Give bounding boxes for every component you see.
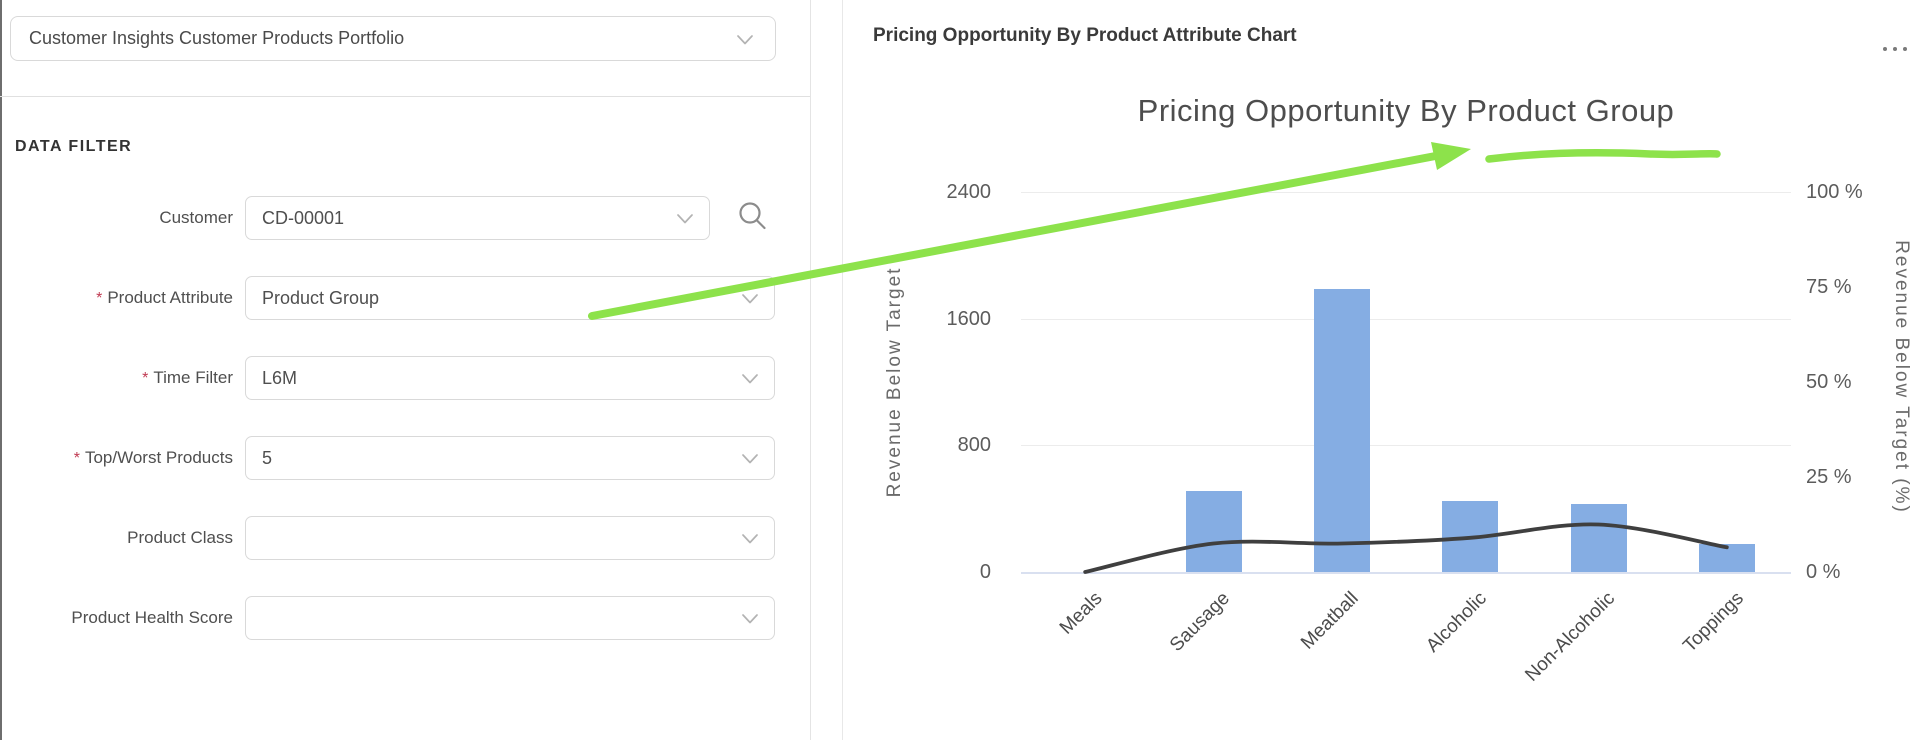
chart-panel: Pricing Opportunity By Product Attribute… — [842, 0, 1930, 740]
left-axis-tick: 0 — [979, 561, 991, 583]
bar-alcoholic[interactable] — [1442, 500, 1499, 572]
chevron-down-icon — [737, 35, 753, 45]
ellipsis-dot — [1893, 47, 1897, 51]
right-axis-tick: 25 % — [1806, 466, 1852, 488]
filter-row-customer: Customer CD-00001 — [0, 196, 810, 240]
left-axis-tick: 1600 — [946, 307, 992, 330]
field-value: CD-00001 — [262, 208, 345, 228]
category-label-sausage: Sausage — [1166, 588, 1235, 656]
field-label: * Product Attribute — [0, 276, 233, 321]
search-icon[interactable] — [736, 200, 770, 234]
gridline — [1021, 445, 1791, 447]
right-axis-tick: 75 % — [1806, 276, 1852, 298]
field-label: * Top/Worst Products — [0, 436, 233, 481]
field-select-customer[interactable]: CD-00001 — [245, 196, 710, 240]
chevron-down-icon — [742, 454, 758, 464]
chevron-down-icon — [742, 294, 758, 304]
field-label: Product Health Score — [0, 596, 233, 640]
bar-meatball[interactable] — [1313, 288, 1370, 572]
chevron-down-icon — [677, 214, 693, 224]
left-axis-title: Revenue Below Target — [884, 266, 905, 498]
gridline — [1021, 192, 1791, 193]
field-label-text: Product Attribute — [107, 288, 233, 307]
data-filter-title: DATA FILTER — [15, 138, 133, 155]
filter-row-product-class: Product Class — [0, 516, 810, 560]
field-label-text: Top/Worst Products — [84, 448, 233, 467]
left-axis-tick: 800 — [957, 434, 991, 457]
field-label-text: Product Health Score — [71, 608, 233, 627]
panel-divider — [0, 96, 810, 97]
x-axis-line — [1021, 572, 1791, 574]
portfolio-selector[interactable]: Customer Insights Customer Products Port… — [10, 16, 776, 61]
filter-row-product-health-score: Product Health Score — [0, 596, 810, 640]
filter-row-top-worst-products: * Top/Worst Products 5 — [0, 436, 810, 480]
bar-toppings[interactable] — [1698, 543, 1755, 572]
bar-sausage[interactable] — [1185, 491, 1242, 572]
category-label-toppings: Toppings — [1679, 588, 1748, 657]
right-axis-tick: 0 % — [1806, 561, 1841, 583]
required-asterisk: * — [73, 450, 80, 467]
required-asterisk: * — [96, 290, 103, 307]
right-axis-title: Revenue Below Target (%) — [1891, 240, 1912, 514]
field-select-product-attribute[interactable]: Product Group — [245, 276, 775, 320]
filter-panel: Customer Insights Customer Products Port… — [0, 0, 811, 740]
field-select-product-class[interactable] — [245, 516, 775, 560]
left-axis-tick: 2400 — [946, 181, 992, 203]
chevron-down-icon — [742, 614, 758, 624]
filter-row-product-attribute: * Product Attribute Product Group — [0, 276, 810, 320]
ellipsis-dot — [1883, 47, 1887, 51]
category-label-non-alcoholic: Non-Alcoholic — [1521, 588, 1620, 686]
chart-panel-header: Pricing Opportunity By Product Attribute… — [873, 25, 1297, 46]
field-label: Customer — [0, 196, 233, 240]
field-select-product-health-score[interactable] — [245, 596, 775, 640]
field-value: 5 — [262, 448, 273, 468]
more-options-button[interactable] — [1881, 42, 1915, 56]
field-value: L6M — [262, 368, 298, 388]
field-label: * Time Filter — [0, 356, 233, 401]
filter-row-time-filter: * Time Filter L6M — [0, 356, 810, 400]
category-label-meatball: Meatball — [1297, 588, 1363, 654]
field-select-time-filter[interactable]: L6M — [245, 356, 775, 400]
chevron-down-icon — [742, 534, 758, 544]
right-axis-tick: 50 % — [1806, 371, 1852, 393]
field-label-text: Product Class — [127, 528, 233, 547]
chart-title: Pricing Opportunity By Product Group — [1137, 93, 1675, 128]
category-label-meals: Meals — [1055, 588, 1107, 639]
field-value: Product Group — [262, 288, 380, 308]
field-select-top-worst-products[interactable]: 5 — [245, 436, 775, 480]
portfolio-selector-value: Customer Insights Customer Products Port… — [29, 28, 405, 48]
field-label-text: Time Filter — [153, 368, 233, 387]
bar-non-alcoholic[interactable] — [1570, 503, 1627, 572]
field-label: Product Class — [0, 516, 233, 560]
gridline — [1021, 318, 1791, 320]
field-label-text: Customer — [159, 208, 233, 227]
panel-left-edge — [0, 0, 2, 740]
required-asterisk: * — [142, 370, 149, 387]
right-axis-tick: 100 % — [1806, 181, 1863, 203]
ellipsis-dot — [1903, 47, 1907, 51]
chevron-down-icon — [742, 374, 758, 384]
category-label-alcoholic: Alcoholic — [1422, 588, 1492, 657]
